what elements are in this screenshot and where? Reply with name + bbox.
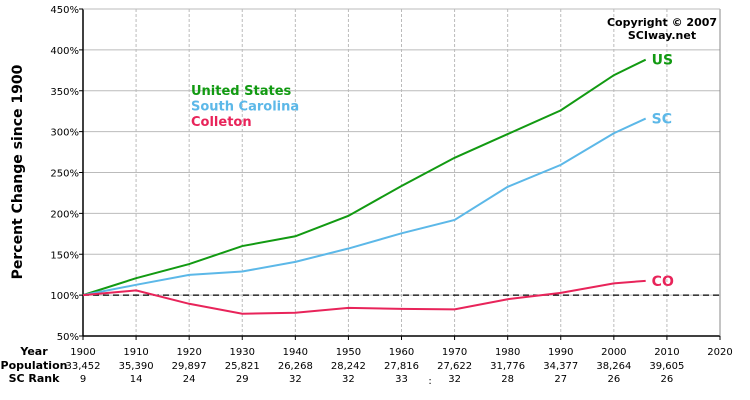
sc-rank-value: 26	[661, 374, 674, 385]
population-value: 26,268	[278, 361, 313, 372]
y-tick-label: 350%	[50, 87, 79, 98]
population-value: 25,821	[225, 361, 260, 372]
y-tick-label: 450%	[50, 5, 79, 16]
year-label: 1970	[442, 347, 467, 358]
sc-rank-value: 28	[501, 374, 514, 385]
year-label: 1960	[389, 347, 414, 358]
legend-entry: United States	[191, 84, 292, 99]
y-tick-label: 150%	[50, 250, 79, 261]
series-end-label-us: US	[652, 53, 673, 69]
y-tick-label: 200%	[50, 209, 79, 220]
series-end-label-sc: SC	[652, 112, 672, 128]
year-label: 1900	[70, 347, 95, 358]
year-label: 2010	[654, 347, 679, 358]
y-tick-label: 250%	[50, 169, 79, 180]
population-value: 31,776	[490, 361, 525, 372]
copyright-text: Copyright © 2007	[607, 16, 717, 29]
y-tick-label: 100%	[50, 291, 79, 302]
series-end-label-co: CO	[652, 274, 674, 290]
stray-mark: :	[428, 376, 431, 387]
table-row-label: Year	[19, 345, 48, 358]
sc-rank-value: 9	[80, 374, 86, 385]
legend-entry: South Carolina	[191, 100, 299, 115]
population-value: 29,897	[172, 361, 207, 372]
year-label: 2000	[601, 347, 626, 358]
sc-rank-value: 27	[554, 374, 567, 385]
sc-rank-value: 14	[130, 374, 143, 385]
y-tick-label: 400%	[50, 46, 79, 57]
series-line-us	[82, 58, 647, 297]
sc-rank-value: 33	[395, 374, 408, 385]
sc-rank-value: 26	[607, 374, 620, 385]
copyright-text: SCIway.net	[628, 29, 696, 42]
population-value: 33,452	[66, 361, 101, 372]
population-value: 38,264	[596, 361, 631, 372]
population-value: 27,622	[437, 361, 472, 372]
table-row-label: SC Rank	[9, 372, 61, 385]
year-label: 2020	[707, 347, 732, 358]
sc-rank-value: 32	[289, 374, 302, 385]
table-row-label: Population	[1, 359, 68, 372]
sc-rank-value: 29	[236, 374, 249, 385]
year-label: 1920	[176, 347, 201, 358]
sc-rank-value: 32	[342, 374, 355, 385]
population-value: 28,242	[331, 361, 366, 372]
year-label: 1950	[336, 347, 361, 358]
y-axis-title: Percent Change since 1900	[10, 64, 26, 279]
population-value: 27,816	[384, 361, 419, 372]
series-line-sc	[82, 117, 647, 297]
year-label: 1930	[230, 347, 255, 358]
series-line-co	[82, 279, 646, 315]
year-label: 1980	[495, 347, 520, 358]
population-value: 35,390	[119, 361, 154, 372]
year-label: 1990	[548, 347, 573, 358]
population-value: 39,605	[649, 361, 684, 372]
y-tick-label: 300%	[50, 128, 79, 139]
sc-rank-value: 24	[183, 374, 196, 385]
year-label: 1910	[123, 347, 148, 358]
legend-entry: Colleton	[191, 115, 252, 130]
year-label: 1940	[283, 347, 308, 358]
sc-rank-value: 32	[448, 374, 461, 385]
population-value: 34,377	[543, 361, 578, 372]
y-tick-label: 50%	[57, 332, 79, 343]
